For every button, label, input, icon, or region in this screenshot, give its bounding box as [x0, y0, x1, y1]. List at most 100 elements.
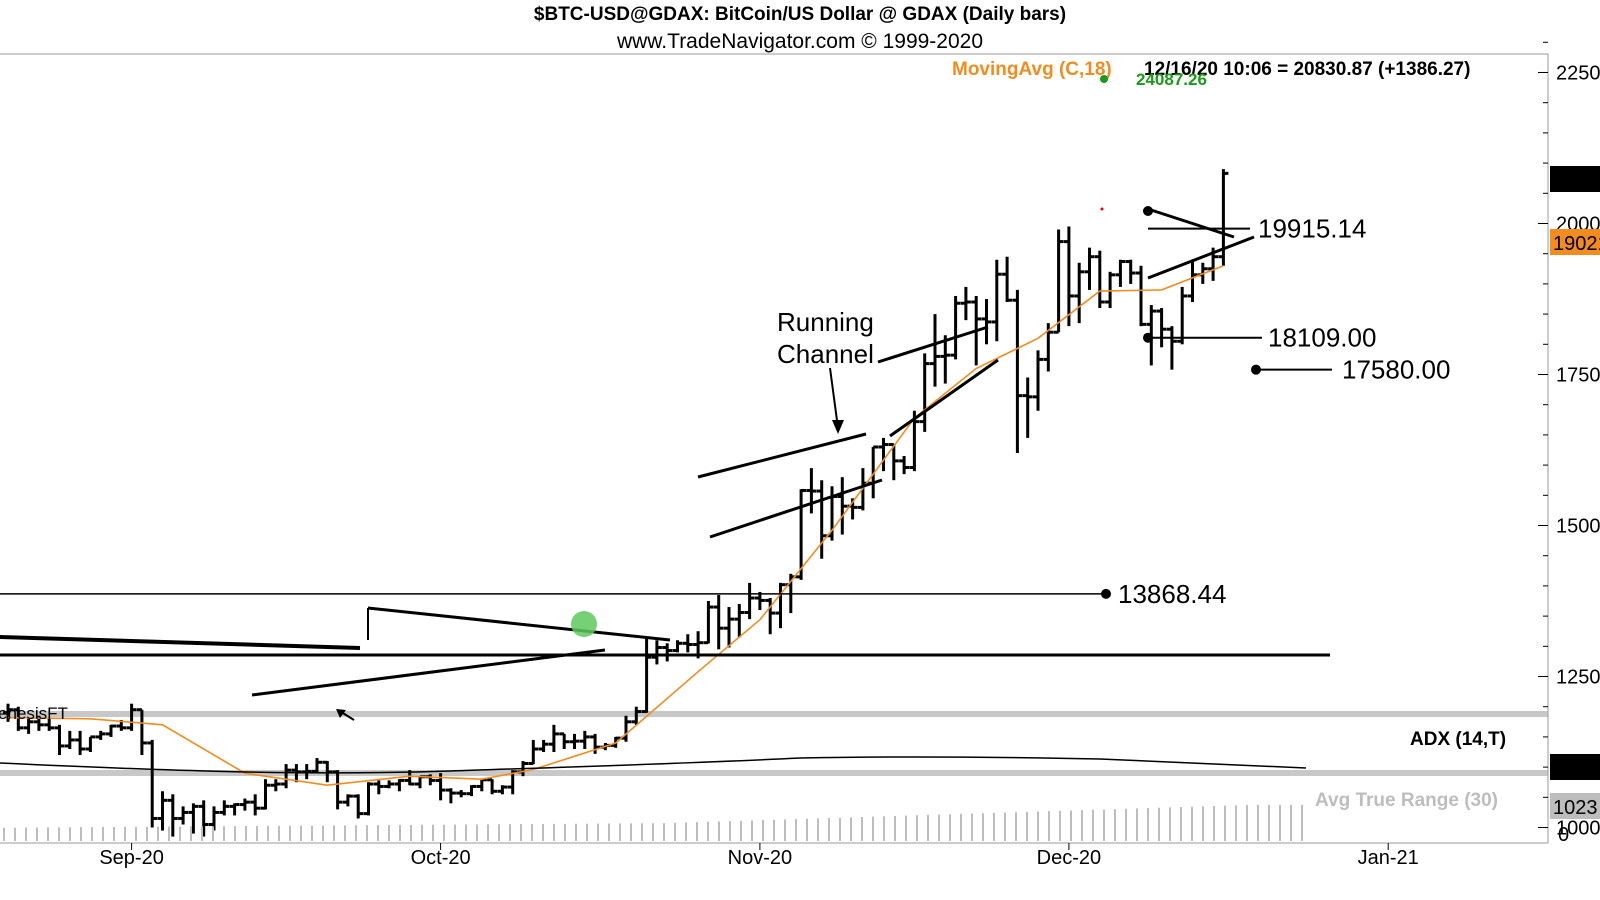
ohlc-bar — [930, 314, 940, 387]
ma-price-tag: 19021 — [1553, 233, 1600, 255]
left-trendline — [0, 635, 361, 650]
ohlc-bar — [229, 803, 240, 816]
price-tick-label: 10000 — [1556, 818, 1600, 840]
triangle-top-dot — [1143, 206, 1153, 216]
ohlc-bar — [466, 784, 477, 797]
moving-average-path — [7, 265, 1224, 787]
level-label-19915.14: 19915.14 — [1258, 214, 1366, 244]
level-label-18109.00: 18109.00 — [1268, 323, 1376, 353]
time-axis: Sep-20 Oct-20 Nov-20 Dec-20 Jan-21 — [99, 843, 1419, 869]
ohlc-bar — [940, 335, 951, 384]
ohlc-bar — [981, 298, 992, 345]
ohlc-bar — [456, 790, 467, 798]
running-channel-arrowhead — [832, 420, 844, 434]
ohlc-bar — [85, 735, 96, 753]
ohlc-bar — [342, 794, 353, 807]
time-tick-label: Sep-20 — [99, 847, 164, 869]
atr-histogram — [3, 804, 1303, 841]
ohlc-bar — [1105, 271, 1116, 309]
ohlc-bar — [476, 778, 487, 792]
price-readout: 12/16/20 10:06 = 20830.87 (+1386.27) — [1144, 59, 1470, 80]
ohlc-bar — [909, 410, 920, 472]
ohlc-bar — [631, 706, 642, 725]
level-dot-18109.00 — [1143, 332, 1153, 343]
ohlc-bar — [239, 798, 250, 811]
target-label: 24087.26 — [1136, 70, 1207, 89]
adx-tag-bg — [1550, 754, 1600, 780]
last-price-tag: 20830 — [1553, 170, 1600, 192]
channel-upper-line — [697, 432, 867, 479]
ohlc-bar — [373, 780, 384, 795]
ohlc-bar — [1063, 226, 1074, 327]
ohlc-bar — [353, 794, 364, 819]
ohlc-bar — [1094, 250, 1105, 309]
ohlc-bar — [888, 443, 899, 481]
breakout-marker — [571, 611, 597, 637]
chart-title: $BTC-USD@GDAX: BitCoin/US Dollar @ GDAX … — [533, 4, 1067, 25]
ohlc-bar — [1084, 247, 1095, 290]
level-label-17580.00: 17580.00 — [1342, 355, 1450, 385]
level-dot-13868.44 — [1101, 588, 1111, 599]
adx-tag: 26.44 — [1553, 758, 1600, 780]
ohlc-bar — [445, 788, 456, 804]
ohlc-bar — [1002, 256, 1013, 303]
ohlc-bar — [332, 770, 343, 810]
website-credit: www.TradeNavigator.com © 1999-2020 — [616, 30, 984, 53]
triangle-lower-line — [251, 648, 606, 697]
ohlc-bar — [559, 732, 570, 749]
ohlc-bar — [703, 601, 714, 645]
atr-tag: 1023 — [1553, 797, 1598, 819]
dec-triangle-lower — [1147, 235, 1255, 280]
ohlc-bar — [1187, 259, 1198, 303]
ohlc-bar — [672, 640, 683, 653]
ohlc-bar — [919, 353, 930, 432]
ohlc-bar — [13, 706, 24, 731]
ohlc-bar — [816, 480, 827, 559]
cursor-arrowhead — [336, 709, 346, 718]
level-dot-17580.00 — [1251, 364, 1261, 375]
ohlc-bar — [54, 724, 65, 756]
ohlc-bar — [415, 775, 425, 789]
ohlc-bar — [3, 703, 13, 722]
ohlc-bar — [487, 778, 498, 795]
triangle-upper-line — [367, 606, 671, 642]
atr-tag-bg — [1550, 793, 1600, 819]
ohlc-bar — [363, 782, 374, 816]
ohlc-bar — [301, 764, 312, 780]
ohlc-bar — [1177, 286, 1188, 345]
ohlc-bar — [44, 718, 55, 731]
ohlc-bar — [1115, 259, 1126, 287]
ohlc-bar — [1053, 229, 1064, 334]
ohlc-bar — [250, 794, 261, 816]
ohlc-bar — [765, 597, 776, 635]
ohlc-bar — [528, 739, 539, 765]
ohlc-bar — [157, 791, 168, 831]
ohlc-bar — [806, 468, 817, 514]
ohlc-bar — [167, 794, 178, 837]
ohlc-bar — [384, 780, 395, 789]
ohlc-bar — [394, 778, 405, 792]
moving-avg-label: MovingAvg (C,18) — [952, 59, 1112, 80]
ohlc-bar — [538, 739, 549, 753]
ohlc-bar — [260, 779, 271, 810]
time-tick-label: Nov-20 — [728, 847, 792, 869]
ohlc-bar — [1136, 265, 1146, 327]
ohlc-bar — [270, 779, 281, 792]
price-tick-label: 15000 — [1556, 516, 1600, 538]
ohlc-bar — [198, 800, 209, 837]
ohlc-bar — [662, 643, 673, 662]
ohlc-bar — [188, 803, 199, 834]
ohlc-bar — [878, 437, 889, 472]
ohlc-bar — [219, 800, 230, 816]
ohlc-bar — [106, 724, 116, 737]
ohlc-bar — [837, 477, 848, 535]
ohlc-bar — [796, 488, 807, 580]
flag-upper-line — [877, 325, 989, 364]
ohlc-bar — [126, 703, 137, 731]
ohlc-bar — [23, 718, 34, 734]
ohlc-bar — [147, 739, 158, 828]
time-tick-label: Oct-20 — [411, 847, 471, 869]
ohlc-bar — [734, 604, 745, 638]
running-channel-label-1: Running — [777, 307, 874, 337]
price-axis: 225002000017500150001250010000 — [1538, 41, 1600, 840]
